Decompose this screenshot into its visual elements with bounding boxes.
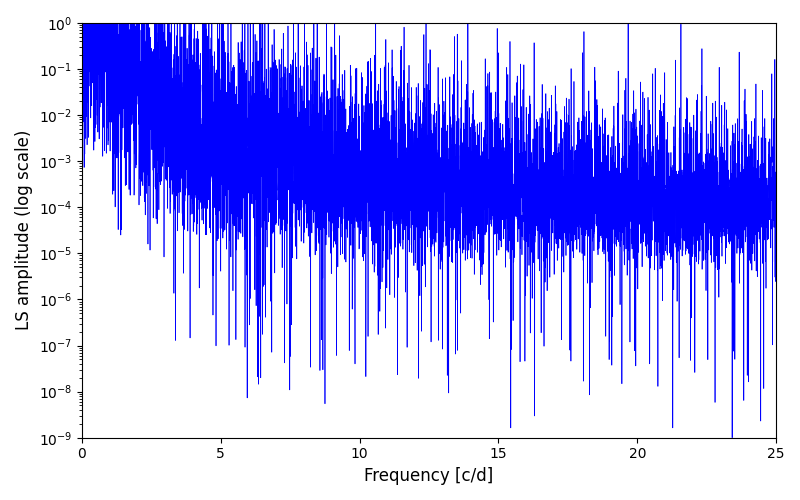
X-axis label: Frequency [c/d]: Frequency [c/d] bbox=[364, 467, 494, 485]
Y-axis label: LS amplitude (log scale): LS amplitude (log scale) bbox=[15, 130, 33, 330]
